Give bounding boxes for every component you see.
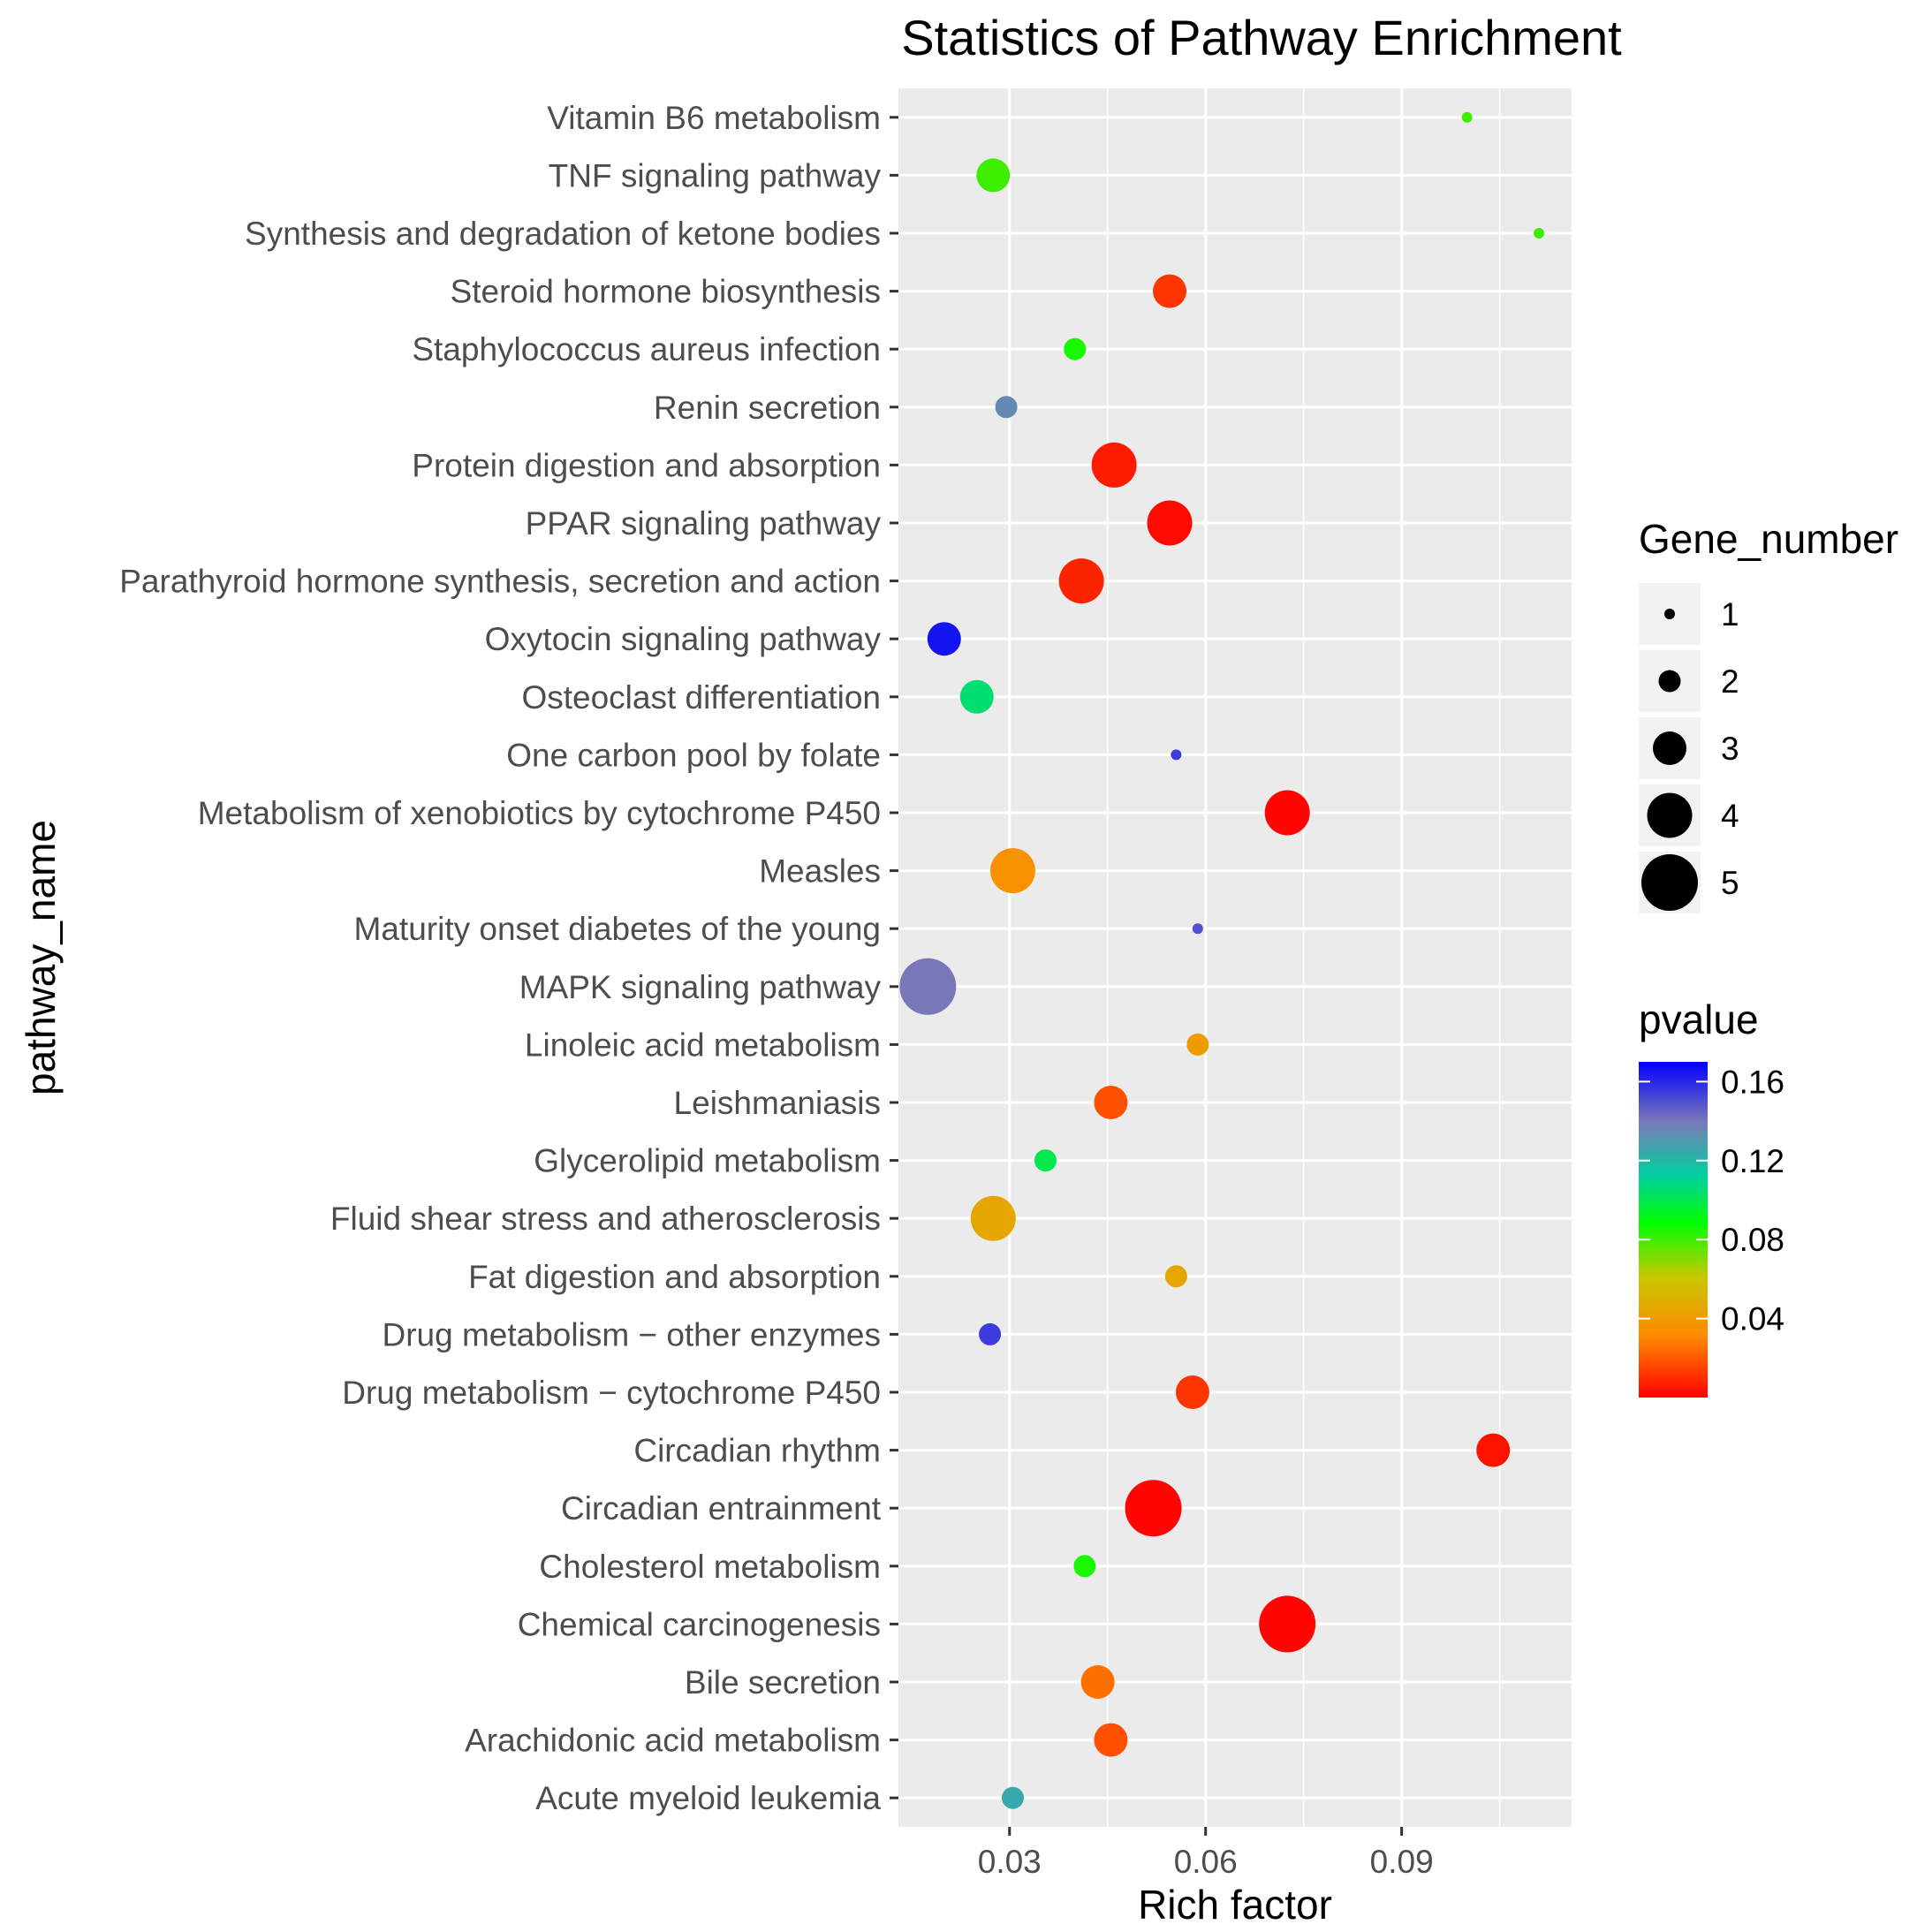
colorbar-label: 0.04 <box>1721 1301 1784 1337</box>
y-tick-label: Metabolism of xenobiotics by cytochrome … <box>198 795 881 831</box>
x-tick-label: 0.06 <box>1174 1844 1238 1880</box>
size-legend-title: Gene_number <box>1639 516 1898 562</box>
data-points <box>899 111 1545 1809</box>
data-point <box>1534 228 1545 239</box>
data-point <box>1186 1033 1209 1056</box>
data-point <box>989 848 1035 894</box>
y-tick-label: Fluid shear stress and atherosclerosis <box>330 1201 881 1237</box>
data-point <box>1125 1480 1182 1537</box>
size-legend-label: 2 <box>1721 663 1739 700</box>
size-legend-label: 1 <box>1721 596 1739 633</box>
data-point <box>959 679 994 714</box>
chart-title: Statistics of Pathway Enrichment <box>901 10 1622 65</box>
y-tick-label: One carbon pool by folate <box>506 737 881 773</box>
grid-lines <box>898 88 1572 1827</box>
y-tick-label: Circadian entrainment <box>561 1490 882 1527</box>
x-tick-label: 0.03 <box>978 1844 1042 1880</box>
colorbar-label: 0.08 <box>1721 1222 1784 1258</box>
size-legend-label: 5 <box>1721 865 1739 901</box>
y-tick-label: Arachidonic acid metabolism <box>465 1723 881 1759</box>
data-point <box>1153 274 1187 308</box>
y-tick-label: Bile secretion <box>685 1664 881 1701</box>
data-point <box>1034 1149 1057 1172</box>
data-point <box>1094 1086 1128 1119</box>
y-tick-label: Maturity onset diabetes of the young <box>354 911 881 947</box>
data-point <box>1476 1433 1511 1467</box>
data-point <box>1094 1723 1128 1757</box>
y-tick-label: Protein digestion and absorption <box>412 447 881 483</box>
y-tick-label: Oxytocin signaling pathway <box>485 621 882 657</box>
size-legend: 1 2 3 4 5 <box>1639 583 1739 913</box>
data-point <box>1080 1665 1115 1699</box>
data-point <box>1164 1265 1187 1288</box>
y-tick-label: Steroid hormone biosynthesis <box>451 274 881 310</box>
y-tick-label: Cholesterol metabolism <box>539 1549 881 1585</box>
data-point <box>1001 1786 1024 1809</box>
data-point <box>1171 749 1182 761</box>
data-point <box>927 622 961 656</box>
data-point <box>1175 1375 1209 1409</box>
pvalue-colorbar <box>1639 1062 1708 1398</box>
x-axis-title: Rich factor <box>1138 1882 1332 1928</box>
y-axis: Vitamin B6 metabolism TNF signaling pathw… <box>119 100 898 1816</box>
y-tick-label: Osteoclast differentiation <box>521 679 881 716</box>
color-legend-ticks: 0.16 0.12 0.08 0.04 <box>1639 1064 1784 1337</box>
color-legend-title: pvalue <box>1639 996 1759 1042</box>
data-point <box>899 958 957 1015</box>
size-legend-label: 4 <box>1721 798 1739 834</box>
data-point <box>1192 923 1203 935</box>
data-point <box>1461 111 1473 123</box>
y-tick-label: Drug metabolism − cytochrome P450 <box>342 1375 881 1411</box>
colorbar-label: 0.16 <box>1721 1064 1784 1100</box>
data-point <box>1259 1595 1316 1653</box>
data-point <box>1264 790 1310 836</box>
data-point <box>1064 337 1087 360</box>
size-legend-dot <box>1658 670 1681 693</box>
y-tick-label: Staphylococcus aureus infection <box>412 331 881 367</box>
data-point <box>976 158 1011 193</box>
y-tick-label: Drug metabolism − other enzymes <box>383 1316 882 1352</box>
data-point <box>1058 558 1104 604</box>
y-tick-label: TNF signaling pathway <box>549 157 882 193</box>
data-point <box>970 1195 1016 1241</box>
data-point <box>1147 500 1193 546</box>
x-axis: 0.03 0.06 0.09 <box>978 1827 1434 1880</box>
size-legend-dot <box>1641 854 1698 911</box>
data-point <box>1073 1555 1096 1578</box>
data-point <box>979 1322 1002 1345</box>
y-tick-label: Leishmaniasis <box>674 1085 881 1121</box>
size-legend-label: 3 <box>1721 731 1739 767</box>
y-tick-label: PPAR signaling pathway <box>526 505 882 542</box>
y-tick-label: Glycerolipid metabolism <box>534 1143 881 1179</box>
y-tick-label: Vitamin B6 metabolism <box>547 100 881 136</box>
colorbar-label: 0.12 <box>1721 1143 1784 1179</box>
y-tick-label: Linoleic acid metabolism <box>525 1027 881 1063</box>
size-legend-dot <box>1653 731 1686 765</box>
size-legend-dot <box>1664 609 1675 619</box>
y-tick-label: Measles <box>759 853 881 890</box>
size-legend-dot <box>1647 792 1693 838</box>
y-tick-label: Circadian rhythm <box>633 1433 881 1469</box>
y-tick-label: Fat digestion and absorption <box>468 1259 881 1295</box>
y-tick-label: Synthesis and degradation of ketone bodi… <box>245 216 881 252</box>
y-tick-label: MAPK signaling pathway <box>519 969 882 1005</box>
data-point <box>995 396 1018 419</box>
y-tick-label: Chemical carcinogenesis <box>518 1606 881 1642</box>
y-tick-label: Parathyroid hormone synthesis, secretion… <box>119 564 881 600</box>
y-tick-label: Renin secretion <box>654 390 881 426</box>
x-tick-label: 0.09 <box>1370 1844 1434 1880</box>
y-axis-title: pathway_name <box>18 820 64 1095</box>
data-point <box>1091 442 1137 488</box>
y-tick-label: Acute myeloid leukemia <box>535 1780 881 1816</box>
